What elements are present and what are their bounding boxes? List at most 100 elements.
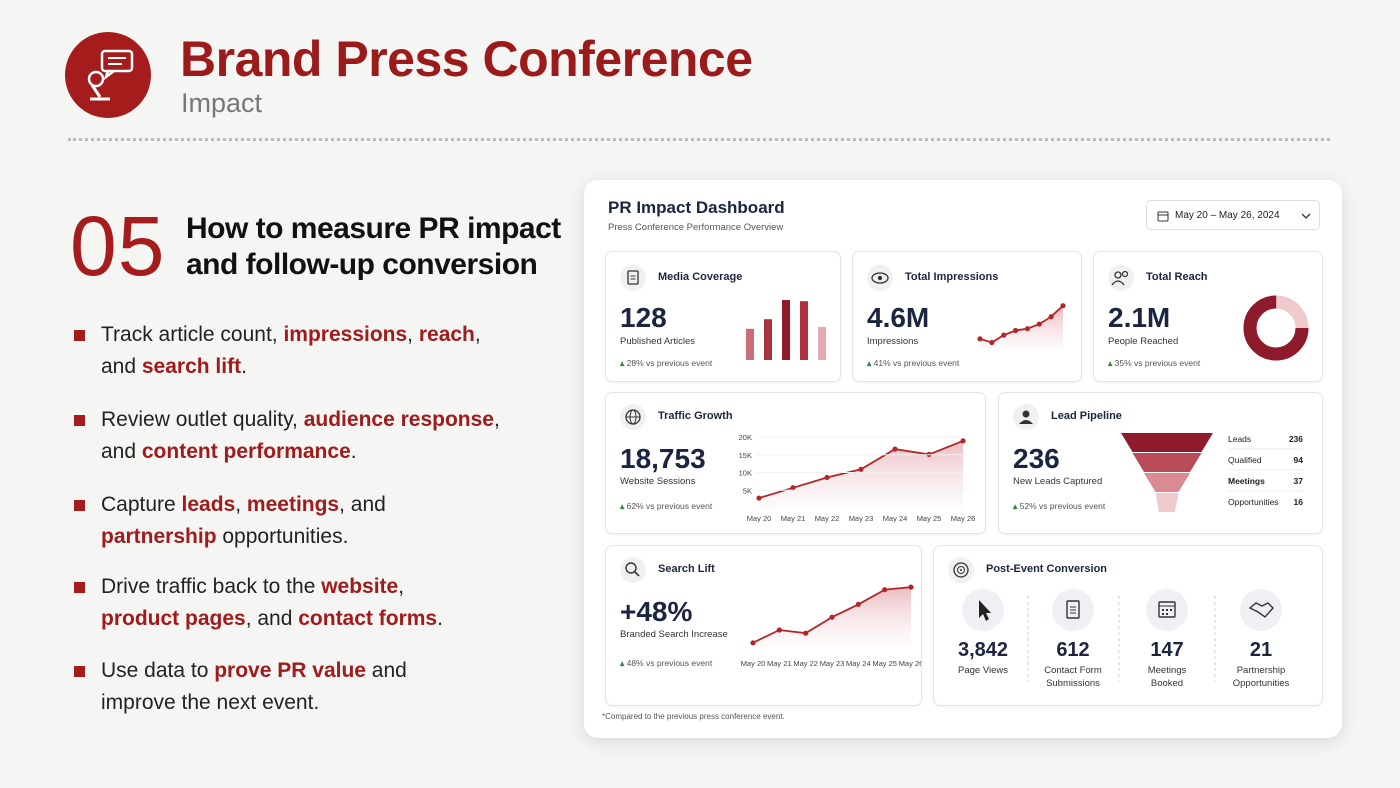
emphasis: product pages	[101, 607, 246, 630]
card-value: 18,753	[620, 443, 706, 474]
bullet-marker	[74, 415, 85, 426]
x-tick-label: May 26	[899, 659, 921, 668]
point	[989, 339, 995, 346]
chevron	[1301, 213, 1311, 219]
bullet-line: and search lift.	[101, 351, 481, 383]
bullet: Use data to prove PR value and improve th…	[101, 655, 407, 719]
calendar-icon	[1157, 211, 1169, 222]
stage-label: Leads	[1228, 434, 1251, 444]
y-tick-label: 10K	[739, 469, 752, 478]
bullet: Capture leads, meetings, and partnership …	[101, 489, 386, 553]
funnel-stage	[1144, 473, 1190, 492]
change-note: vs previous event	[893, 358, 960, 368]
section-number: 05	[70, 199, 166, 293]
section-heading: How to measure PR impact	[186, 212, 561, 245]
card-unit: Published Articles	[620, 336, 695, 347]
emphasis: audience response	[303, 408, 494, 431]
x-tick-label: May 22	[793, 659, 818, 668]
emphasis: reach	[418, 323, 475, 346]
text: Track article count,	[101, 323, 284, 346]
point	[1048, 314, 1054, 320]
card-value: 128	[620, 302, 667, 333]
point	[803, 630, 809, 636]
text: , and	[245, 607, 299, 630]
emphasis: website	[321, 575, 399, 598]
dashboard-title: PR Impact Dashboard	[608, 198, 785, 217]
divider	[68, 138, 1330, 141]
x-tick-label: May 23	[849, 514, 874, 523]
card-graphics: Leads 236 Qualified 94 Meetings 37 Opportuniti…	[1013, 404, 1304, 512]
bar	[764, 319, 772, 360]
emphasis: prove PR value	[214, 659, 366, 682]
card-graphics	[867, 265, 1066, 348]
point	[776, 627, 782, 633]
bullet-line: Capture leads, meetings, and	[101, 489, 386, 521]
funnel-stage	[1155, 493, 1179, 512]
change-value: 35%	[1114, 358, 1132, 368]
text: opportunities.	[216, 525, 349, 548]
date-picker[interactable]: May 20 – May 26, 2024	[1146, 200, 1320, 230]
card-change: ▴ 48% vs previous event	[620, 658, 713, 668]
card-unit: New Leads Captured	[1013, 476, 1103, 487]
stage-value: 16	[1294, 497, 1304, 507]
metric: 612 Contact Form Submissions	[1028, 639, 1118, 690]
point	[1036, 321, 1042, 327]
emphasis: content performance	[141, 440, 351, 463]
text: and	[365, 659, 407, 682]
date-range: May 20 – May 26, 2024	[1175, 210, 1280, 221]
change-value: 62%	[626, 501, 644, 511]
area	[759, 440, 963, 508]
change-note: vs previous event	[646, 658, 713, 668]
change-note: vs previous event	[1039, 501, 1106, 511]
bullet: Review outlet quality, audience response…	[101, 404, 500, 468]
x-tick-label: May 24	[846, 659, 871, 668]
point	[858, 466, 864, 472]
funnel-stage	[1121, 433, 1213, 452]
metric: 21 Partnership Opportunities	[1216, 639, 1306, 690]
dashboard-subtitle: Press Conference Performance Overview	[608, 222, 784, 233]
metric-value: 3,842	[957, 639, 1009, 661]
stage-value: 37	[1294, 476, 1304, 486]
change-value: 28%	[626, 358, 644, 368]
lead-card: Leads 236 Qualified 94 Meetings 37 Opportuniti…	[998, 392, 1323, 534]
subtitle: Impact	[181, 88, 263, 118]
conversion-card: Post-Event Conversion 3,842 Page Views 612…	[933, 545, 1323, 706]
point	[1060, 303, 1066, 309]
traffic-card: 5K 10K 15K 20K May 20 May 21 May 22 May 23 May 2…	[605, 392, 986, 534]
x-tick-label: May 21	[767, 659, 792, 668]
stage-value: 236	[1289, 434, 1303, 444]
card-graphics: 5K 10K 15K 20K May 20 May 21 May 22 May 23 May 2…	[620, 404, 976, 523]
card-change: ▴ 41% vs previous event	[867, 358, 960, 368]
point	[960, 438, 966, 444]
point	[908, 584, 914, 590]
bullet-line: Review outlet quality, audience response…	[101, 404, 500, 436]
text: ,	[398, 575, 405, 598]
y-tick-label: 15K	[739, 451, 752, 460]
metric-label: Contact Form Submissions	[1044, 665, 1102, 689]
stage-value: 94	[1294, 455, 1304, 465]
search-card: May 20 May 21 May 22 May 23 May 24 May 25 May …	[605, 545, 922, 706]
point	[756, 495, 762, 501]
bullet-line: Use data to prove PR value and	[101, 655, 407, 687]
card-change: ▴ 52% vs previous event	[1013, 501, 1106, 511]
footnote: *Compared to the previous press conferen…	[602, 712, 785, 721]
bullet-line: product pages, and contact forms.	[101, 603, 443, 635]
x-tick-label: May 20	[747, 514, 772, 523]
card-change: ▴ 62% vs previous event	[620, 501, 713, 511]
x-tick-label: May 26	[951, 514, 976, 523]
text: .	[437, 607, 443, 630]
bar	[800, 301, 808, 360]
section-heading: and follow-up conversion	[186, 248, 538, 281]
point	[1012, 327, 1019, 334]
area	[753, 587, 911, 646]
reach-card: Total Reach 2.1M People Reached ▴ 35% vs…	[1093, 251, 1323, 382]
card-label: Post-Event Conversion	[986, 563, 1108, 575]
card-value: 4.6M	[867, 302, 930, 333]
text: ,	[493, 408, 500, 431]
text: , and	[339, 493, 386, 516]
funnel-stage	[1132, 453, 1202, 472]
card-unit: People Reached	[1108, 336, 1179, 347]
x-tick-label: May 20	[741, 659, 766, 668]
point	[790, 485, 796, 491]
text: Drive traffic back to the	[101, 575, 322, 598]
